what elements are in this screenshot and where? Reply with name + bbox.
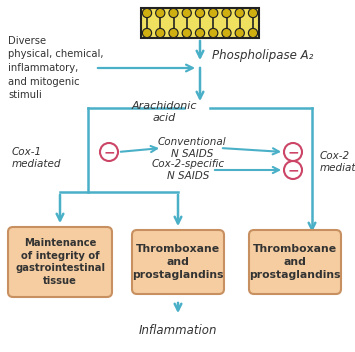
Text: Arachidonic
acid: Arachidonic acid: [131, 101, 197, 123]
Circle shape: [184, 30, 190, 36]
Text: Phospholipase A₂: Phospholipase A₂: [212, 49, 313, 62]
Circle shape: [210, 30, 217, 36]
Circle shape: [144, 30, 150, 36]
Circle shape: [170, 30, 177, 36]
Circle shape: [222, 29, 231, 38]
Circle shape: [223, 30, 230, 36]
FancyBboxPatch shape: [8, 227, 112, 297]
Circle shape: [169, 8, 178, 18]
FancyBboxPatch shape: [132, 230, 224, 294]
Circle shape: [170, 10, 177, 16]
Circle shape: [156, 29, 165, 38]
FancyBboxPatch shape: [249, 230, 341, 294]
Circle shape: [182, 29, 191, 38]
Circle shape: [222, 8, 231, 18]
Circle shape: [248, 8, 257, 18]
Circle shape: [248, 29, 257, 38]
Circle shape: [157, 30, 164, 36]
Circle shape: [196, 8, 204, 18]
Text: Conventional
N SAIDS: Conventional N SAIDS: [158, 137, 226, 159]
Text: Diverse
physical, chemical,
inflammatory,
and mitogenic
stimuli: Diverse physical, chemical, inflammatory…: [8, 36, 104, 100]
Circle shape: [184, 10, 190, 16]
Bar: [141, 8, 259, 38]
Text: −: −: [287, 145, 299, 159]
Text: Thromboxane
and
prostaglandins: Thromboxane and prostaglandins: [249, 244, 341, 280]
Circle shape: [182, 8, 191, 18]
Circle shape: [235, 8, 244, 18]
Text: −: −: [103, 145, 115, 159]
Text: Thromboxane
and
prostaglandins: Thromboxane and prostaglandins: [132, 244, 224, 280]
Circle shape: [236, 30, 243, 36]
Circle shape: [157, 10, 164, 16]
Text: Cox-1
mediated: Cox-1 mediated: [12, 147, 61, 169]
Text: Cox-2-specific
N SAIDS: Cox-2-specific N SAIDS: [152, 159, 225, 181]
Circle shape: [209, 8, 218, 18]
Text: Cox-2
mediated: Cox-2 mediated: [320, 151, 355, 173]
Circle shape: [197, 10, 203, 16]
Text: Maintenance
of integrity of
gastrointestinal
tissue: Maintenance of integrity of gastrointest…: [15, 238, 105, 286]
Text: −: −: [287, 163, 299, 177]
Circle shape: [156, 8, 165, 18]
Text: Inflammation: Inflammation: [139, 323, 217, 337]
Circle shape: [169, 29, 178, 38]
Circle shape: [236, 10, 243, 16]
Circle shape: [223, 10, 230, 16]
Circle shape: [196, 29, 204, 38]
Circle shape: [142, 8, 152, 18]
Circle shape: [209, 29, 218, 38]
Circle shape: [197, 30, 203, 36]
Circle shape: [210, 10, 217, 16]
Circle shape: [235, 29, 244, 38]
Circle shape: [250, 10, 256, 16]
Circle shape: [144, 10, 150, 16]
Circle shape: [250, 30, 256, 36]
Circle shape: [142, 29, 152, 38]
